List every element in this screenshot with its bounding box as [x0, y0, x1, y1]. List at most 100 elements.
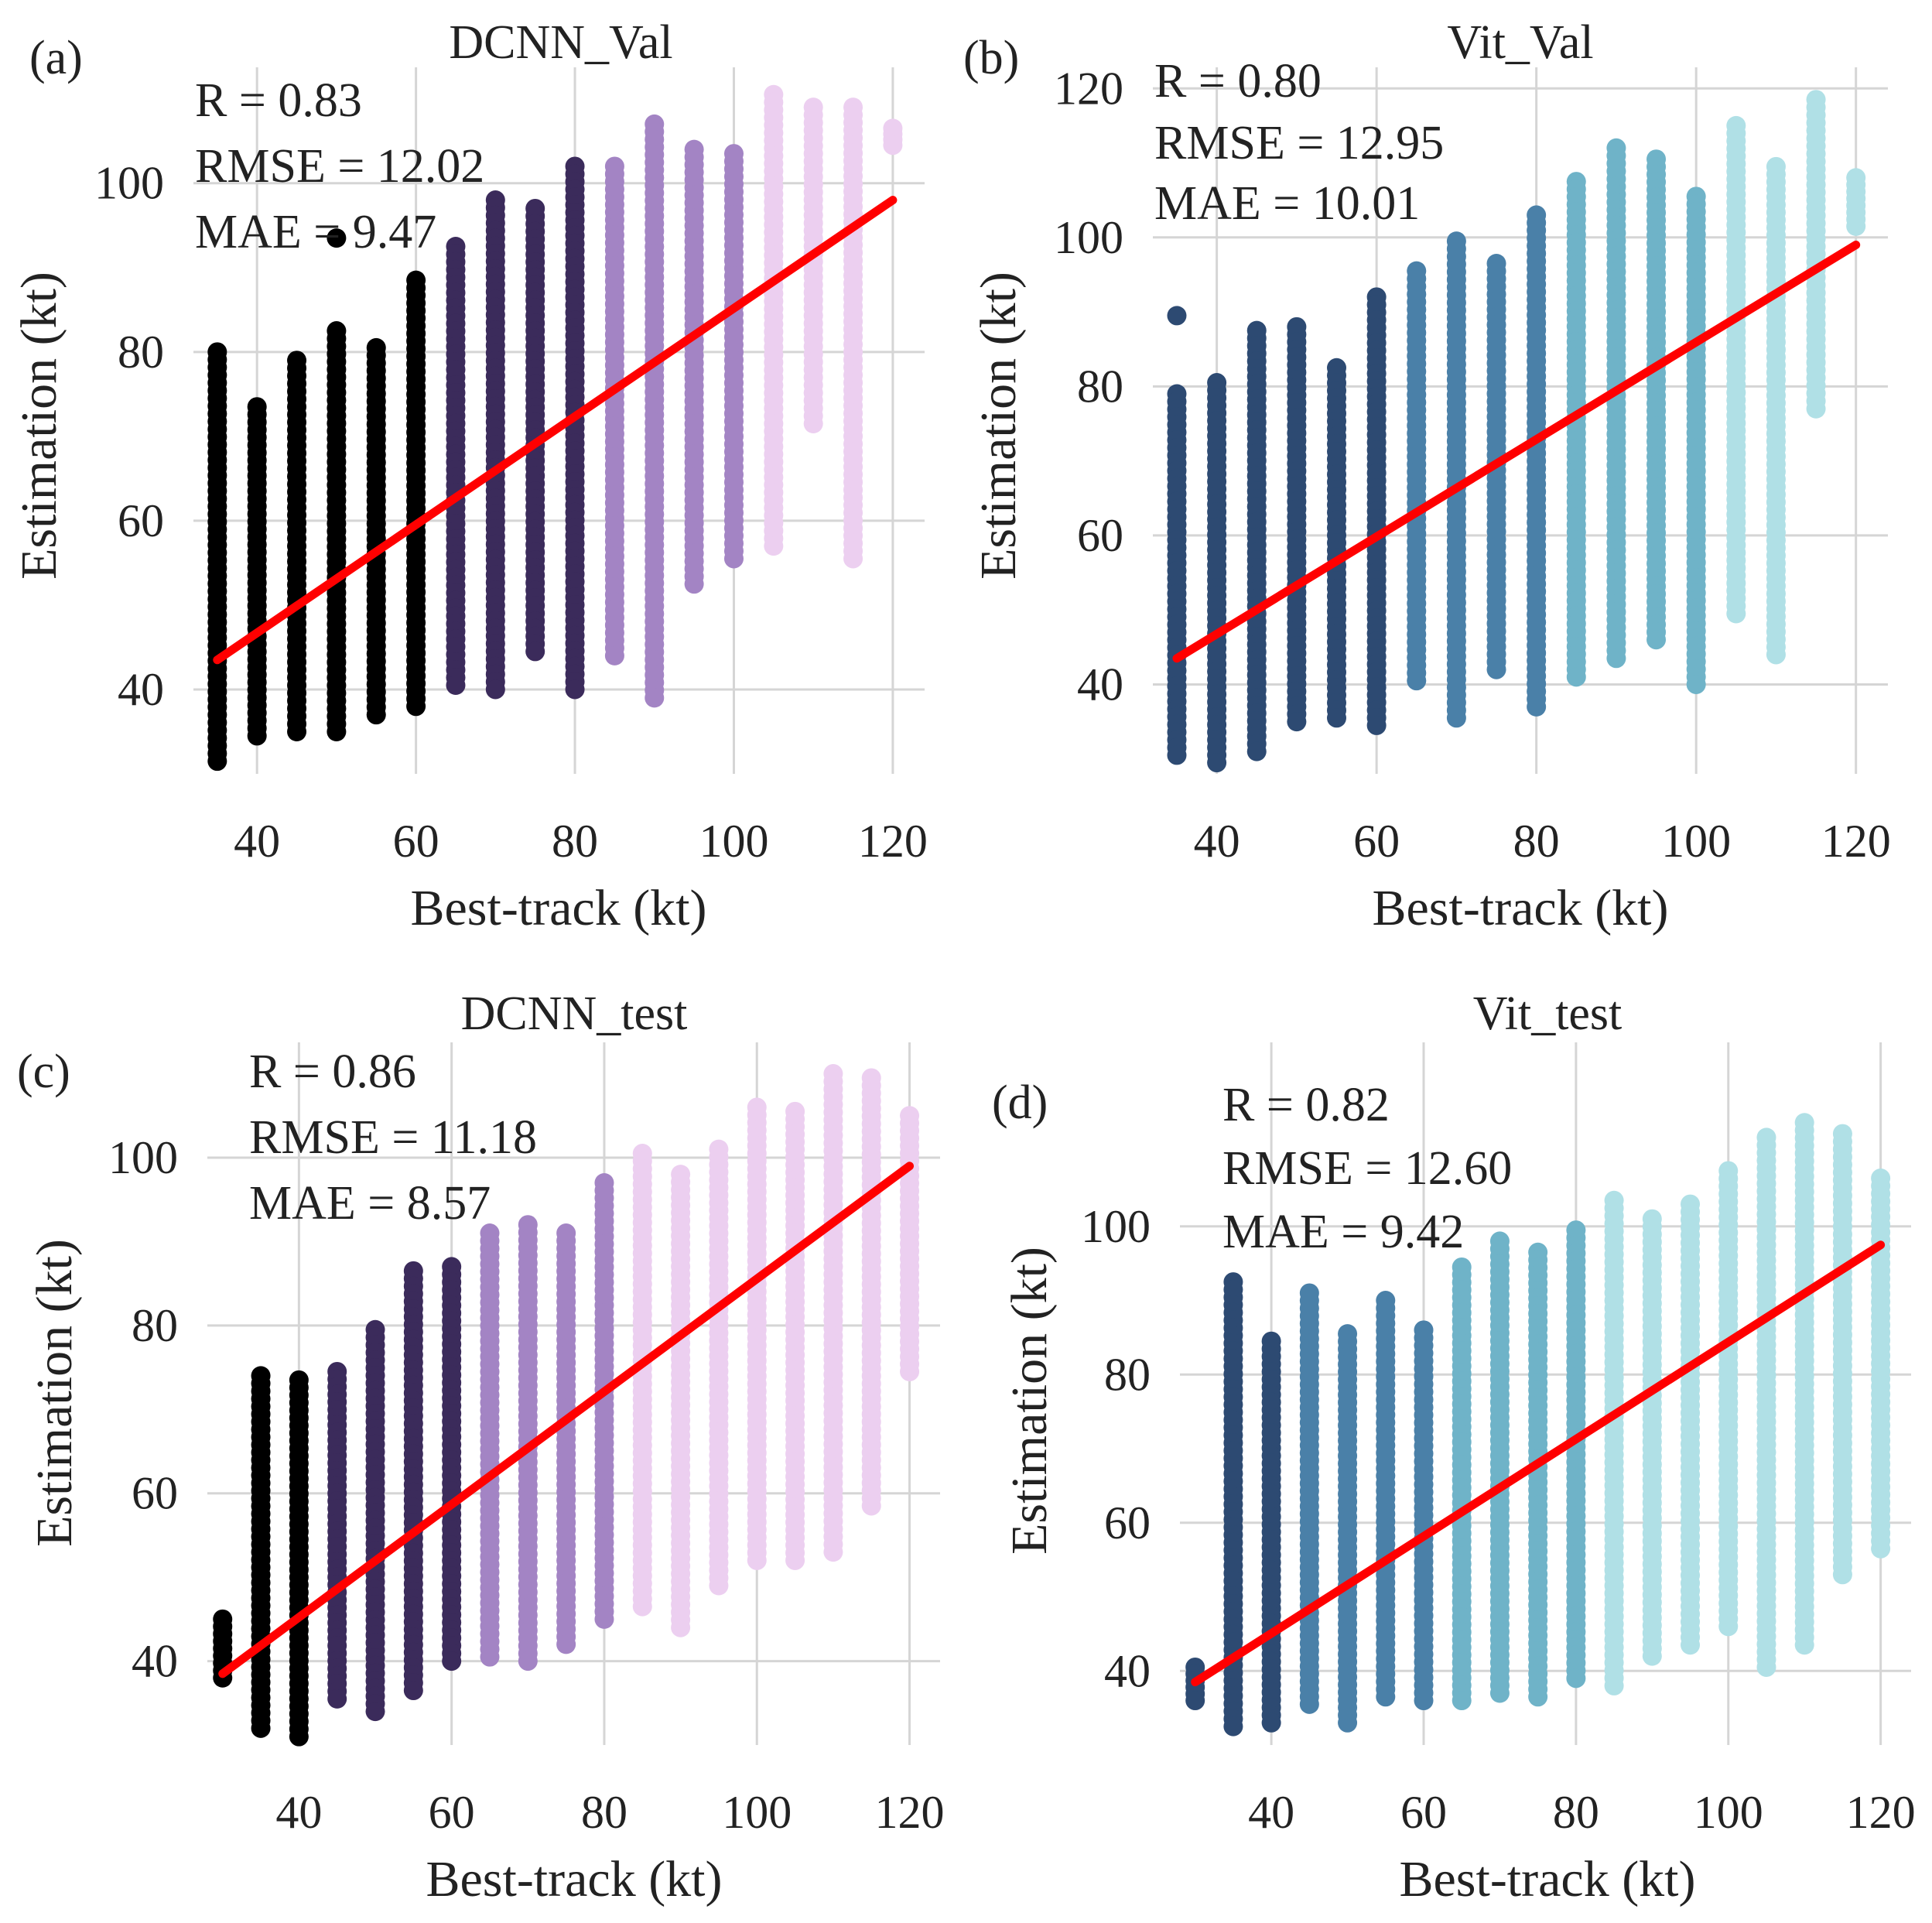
y-tick-label: 120 — [1054, 63, 1123, 114]
scatter-points — [1167, 90, 1866, 773]
point-column — [1261, 1331, 1281, 1733]
point-column — [1366, 287, 1387, 735]
y-axis-label: Estimation (kt) — [11, 272, 67, 580]
y-tick-label: 60 — [1104, 1497, 1151, 1548]
x-tick-label: 80 — [581, 1787, 627, 1838]
point-column — [1718, 1161, 1739, 1637]
y-tick-labels: 40 60 80 100 — [94, 158, 164, 715]
point-column — [709, 1139, 729, 1596]
point-column — [1407, 261, 1427, 691]
x-tick-label: 100 — [1694, 1787, 1763, 1838]
point-column — [213, 1609, 233, 1688]
data-point — [556, 1634, 576, 1654]
point-column — [1642, 1209, 1662, 1666]
data-point — [1846, 216, 1866, 236]
x-tick-labels: 40 60 80 100 120 — [275, 1787, 944, 1838]
regression-line — [1172, 240, 1861, 663]
x-tick-label: 60 — [1353, 816, 1400, 867]
point-column — [485, 190, 505, 700]
data-point — [365, 1702, 385, 1722]
x-tick-label: 40 — [1248, 1787, 1294, 1838]
point-column — [442, 1257, 462, 1672]
panel-label: (b) — [963, 32, 1019, 84]
point-column — [1528, 1242, 1548, 1707]
point-column — [556, 1223, 576, 1654]
data-point — [403, 1681, 423, 1701]
x-tick-label: 60 — [393, 816, 439, 867]
data-point — [406, 696, 426, 717]
y-axis-label: Estimation (kt) — [970, 272, 1027, 580]
fit-line — [218, 1162, 915, 1678]
y-tick-label: 60 — [1077, 510, 1123, 561]
point-column — [1446, 231, 1466, 728]
data-point — [442, 1651, 462, 1672]
x-tick-label: 120 — [858, 816, 928, 867]
point-column — [1566, 172, 1586, 687]
point-column — [1686, 186, 1706, 694]
data-point — [1446, 708, 1466, 728]
data-point — [1327, 708, 1346, 728]
data-point — [287, 721, 307, 741]
y-tick-label: 80 — [132, 1300, 178, 1351]
y-tick-labels: 40 60 80 100 — [1081, 1201, 1151, 1696]
point-column — [1646, 149, 1667, 650]
outlier-point — [327, 228, 347, 248]
data-point — [1207, 753, 1227, 773]
point-column — [723, 144, 744, 569]
data-point — [327, 1689, 347, 1709]
point-column — [365, 1319, 385, 1722]
x-axis-label: Best-track (kt) — [1399, 1851, 1695, 1908]
point-column — [764, 84, 784, 556]
stat-r: R = 0.83 — [195, 74, 362, 127]
chart-title: DCNN_test — [461, 987, 688, 1040]
x-tick-label: 60 — [429, 1787, 475, 1838]
point-column — [1486, 254, 1506, 679]
data-point — [645, 688, 665, 708]
stat-r: R = 0.80 — [1154, 55, 1322, 108]
fit-line — [1172, 240, 1861, 663]
data-point — [1223, 1716, 1243, 1737]
point-column — [883, 118, 903, 156]
point-column — [565, 156, 585, 700]
point-column — [1185, 1657, 1205, 1711]
point-column — [823, 1064, 843, 1562]
point-column — [1414, 1320, 1434, 1711]
point-column — [1846, 168, 1866, 236]
data-point — [1794, 1635, 1814, 1655]
point-column — [207, 342, 227, 772]
stat-mae: MAE = 8.57 — [249, 1177, 491, 1230]
data-point — [1489, 1683, 1510, 1703]
data-point — [485, 679, 505, 700]
data-point — [1726, 604, 1746, 624]
y-axis-label: Estimation (kt) — [26, 1239, 83, 1547]
point-column — [1871, 1169, 1891, 1559]
point-column — [251, 1366, 271, 1738]
point-column — [1604, 1190, 1624, 1695]
x-tick-label: 120 — [1846, 1787, 1916, 1838]
point-column — [1489, 1231, 1510, 1703]
point-column — [1606, 138, 1626, 669]
y-tick-labels: 40 60 80 100 — [108, 1132, 178, 1687]
x-tick-label: 120 — [1821, 816, 1891, 867]
data-point — [1566, 667, 1586, 687]
data-point — [1606, 648, 1626, 669]
x-tick-label: 40 — [1194, 816, 1240, 867]
point-column — [366, 337, 386, 725]
data-point — [803, 414, 823, 433]
point-column — [900, 1106, 920, 1381]
x-tick-labels: 40 60 80 100 120 — [1194, 816, 1891, 867]
stat-rmse: RMSE = 12.60 — [1222, 1142, 1512, 1195]
point-column — [1299, 1283, 1319, 1714]
y-tick-label: 40 — [1077, 659, 1123, 710]
y-tick-label: 40 — [1104, 1645, 1151, 1696]
data-point — [247, 726, 267, 746]
data-point — [843, 549, 863, 569]
data-point — [1871, 1538, 1891, 1559]
x-tick-label: 80 — [1513, 816, 1560, 867]
stat-rmse: RMSE = 11.18 — [249, 1111, 537, 1164]
panel-label: (a) — [29, 32, 83, 84]
fit-line — [213, 196, 898, 665]
point-column — [1726, 115, 1746, 624]
x-axis-label: Best-track (kt) — [410, 880, 706, 936]
